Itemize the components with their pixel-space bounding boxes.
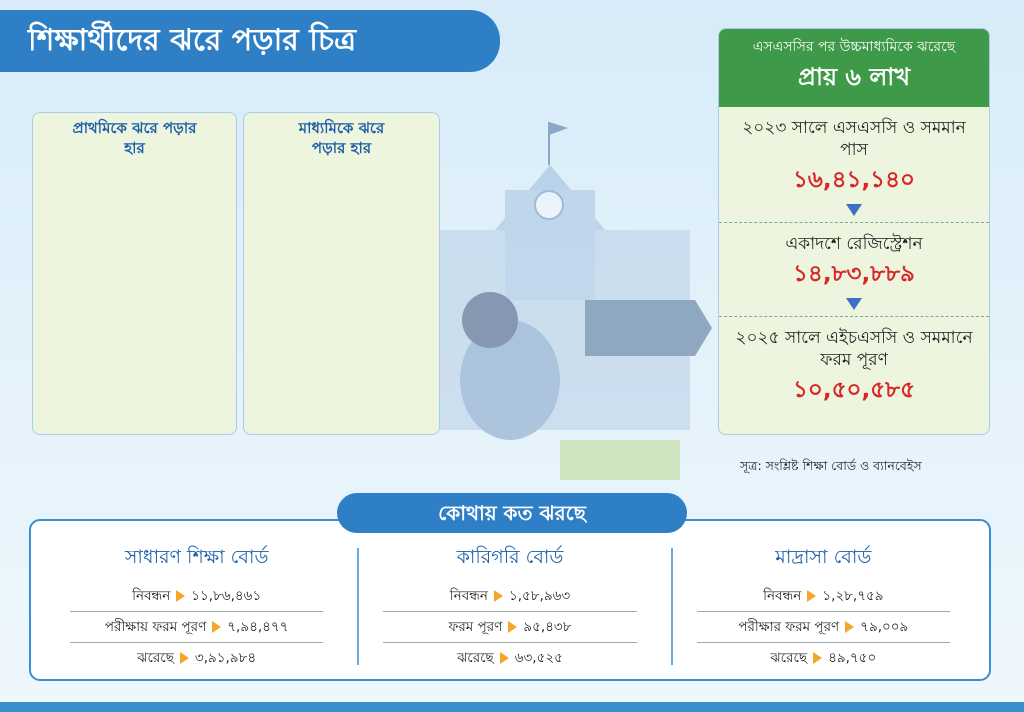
- row-label: ঝরেছে: [457, 649, 494, 666]
- summary-heading: এসএসসির পর উচ্চমাধ্যমিকে ঝরেছে: [752, 39, 956, 55]
- step: একাদশে রেজিস্ট্রেশন ১৪,৮৩,৮৮৯: [719, 222, 989, 316]
- arrow-icon: [845, 621, 855, 633]
- board-row: ফরম পূরণ ৯৫,৪৩৮: [383, 612, 637, 643]
- board-row: নিবন্ধন ১,২৮,৭৫৯: [696, 581, 950, 612]
- arrow-icon: [813, 652, 823, 664]
- row-label: পরীক্ষার ফরম পূরণ: [738, 618, 840, 635]
- row-value: ৩,৯১,৯৮৪: [194, 649, 257, 666]
- board-column: সাধারণ শিক্ষা বোর্ড নিবন্ধন ১১,৮৬,৪৬১ পরীক্…: [40, 543, 353, 673]
- board-column: মাদ্রাসা বোর্ড নিবন্ধন ১,২৮,৭৫৯ পরীক্ষার ফর…: [667, 543, 980, 673]
- arrow-icon: [176, 590, 186, 602]
- step-arrow: [846, 204, 862, 216]
- row-value: ৯৫,৪৩৮: [523, 618, 572, 635]
- step: ২০২৫ সালে এইচএসসি ও সমমানে ফরম পূরণ ১০,৫০…: [719, 316, 989, 416]
- boards-title: কোথায় কত ঝরছে: [337, 493, 687, 533]
- step-value: ১০,৫০,৫৮৫: [792, 377, 915, 403]
- arrow-icon: [179, 652, 189, 664]
- row-label: নিবন্ধন: [132, 587, 171, 604]
- boards-columns: সাধারণ শিক্ষা বোর্ড নিবন্ধন ১১,৮৬,৪৬১ পরীক্…: [40, 543, 980, 673]
- header-title: শিক্ষার্থীদের ঝরে পড়ার চিত্র: [28, 23, 357, 58]
- step-label: ২০২৫ সালে এইচএসসি ও সমমানে ফরম পূরণ: [735, 328, 973, 370]
- board-row: ঝরেছে ৩,৯১,৯৮৪: [70, 643, 323, 673]
- arrow-icon: [807, 590, 817, 602]
- step-label: একাদশে রেজিস্ট্রেশন: [785, 234, 923, 254]
- chart-title: প্রাথমিকে ঝরে পড়ার হার: [72, 119, 197, 157]
- board-name: মাদ্রাসা বোর্ড: [775, 546, 872, 568]
- arrow-icon: [493, 590, 503, 602]
- board-row: পরীক্ষার ফরম পূরণ ৭৯,০০৯: [696, 612, 950, 643]
- board-row: নিবন্ধন ১১,৮৬,৪৬১: [70, 581, 324, 612]
- arrow-icon: [499, 652, 509, 664]
- board-column: কারিগরি বোর্ড নিবন্ধন ১,৫৮,৯৬৩ ফরম পূরণ ৯৫,৪…: [353, 543, 666, 673]
- row-label: নিবন্ধন: [449, 587, 488, 604]
- summary-highlight: প্রায় ৬ লাখ: [798, 63, 910, 91]
- row-label: নিবন্ধন: [763, 587, 802, 604]
- header-box: [0, 10, 500, 72]
- board-name: কারিগরি বোর্ড: [456, 546, 564, 568]
- board-name: সাধারণ শিক্ষা বোর্ড: [124, 546, 269, 568]
- board-row: নিবন্ধন ১,৫৮,৯৬৩: [383, 581, 637, 612]
- row-value: ১,৫৮,৯৬৩: [508, 587, 571, 604]
- row-value: ৬৩,৫২৫: [514, 649, 563, 666]
- step: ২০২৩ সালে এসএসসি ও সমমান পাস ১৬,৪১,১৪০: [719, 107, 989, 222]
- step-arrow: [846, 298, 862, 310]
- chart-panel: [243, 112, 440, 435]
- step-value: ১৬,৪১,১৪০: [792, 167, 915, 193]
- row-value: ৪৯,৭৫০: [828, 649, 877, 666]
- board-row: ঝরেছে ৪৯,৭৫০: [697, 643, 950, 673]
- row-label: ঝরেছে: [770, 649, 808, 666]
- row-value: ১১,৮৬,৪৬১: [191, 587, 262, 604]
- summary-steps: ২০২৩ সালে এসএসসি ও সমমান পাস ১৬,৪১,১৪০ একা…: [719, 107, 989, 416]
- row-label: ঝরেছে: [137, 649, 174, 666]
- board-row: ঝরেছে ৬৩,৫২৫: [383, 643, 636, 673]
- background-illustration: [440, 122, 712, 480]
- arrow-icon: [212, 621, 222, 633]
- chart-title: মাধ্যমিকে ঝরে পড়ার হার: [298, 119, 385, 157]
- row-value: ৭,৯৪,৪৭৭: [227, 618, 289, 635]
- row-label: পরীক্ষায় ফরম পূরণ: [104, 618, 207, 635]
- board-row: পরীক্ষায় ফরম পূরণ ৭,৯৪,৪৭৭: [70, 612, 324, 643]
- row-value: ৭৯,০০৯: [860, 618, 909, 635]
- footer-bar: [0, 702, 1024, 712]
- step-value: ১৪,৮৩,৮৮৯: [793, 261, 915, 287]
- step-label: ২০২৩ সালে এসএসসি ও সমমান পাস: [742, 118, 966, 160]
- row-label: ফরম পূরণ: [448, 618, 503, 635]
- summary-panel: এসএসসির পর উচ্চমাধ্যমিকে ঝরেছে প্রায় ৬ …: [718, 28, 990, 435]
- arrow-icon: [508, 621, 518, 633]
- row-value: ১,২৮,৭৫৯: [822, 587, 884, 604]
- chart-panel: [32, 112, 237, 435]
- summary-header: এসএসসির পর উচ্চমাধ্যমিকে ঝরেছে প্রায় ৬ …: [719, 29, 989, 107]
- source: সূত্র: সংশ্লিষ্ট শিক্ষা বোর্ড ও ব্যানবেই…: [740, 458, 922, 473]
